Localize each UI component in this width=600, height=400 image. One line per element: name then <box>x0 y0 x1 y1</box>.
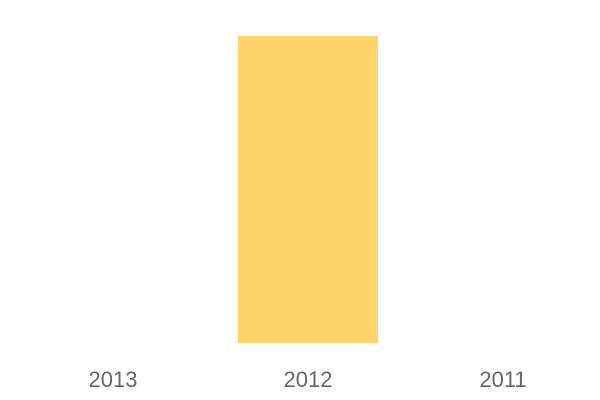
x-tick-label: 2011 <box>479 367 526 392</box>
bar-2012 <box>238 36 378 343</box>
bars <box>238 36 378 343</box>
x-tick-label: 2012 <box>284 367 333 392</box>
x-axis-ticks: 2013 2012 2011 <box>89 367 527 392</box>
x-tick-label: 2013 <box>89 367 138 392</box>
